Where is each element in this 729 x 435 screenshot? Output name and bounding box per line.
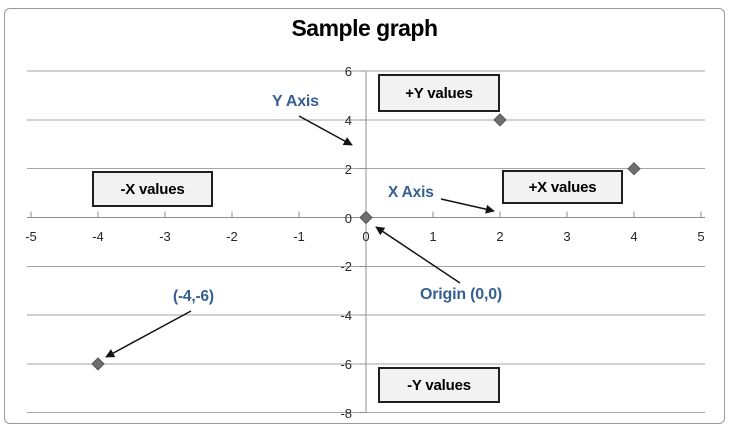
minus-y-values-label-box: -Y values [378,367,500,403]
data-point-marker [359,210,373,225]
x-axis-tick-label: 2 [496,229,504,244]
x-axis-tick-label: 1 [429,229,437,244]
origin-annotation-label: Origin (0,0) [420,286,503,303]
y-axis-annotation-label: Y Axis [272,93,319,110]
y-axis-tick-label: -8 [340,405,352,421]
data-point-marker [91,357,105,371]
x-axis-tick-label: 4 [630,229,638,244]
chart-title: Sample graph [291,15,438,41]
x-axis-annotation-arrow [440,198,495,214]
x-axis-tick-label: 3 [563,229,571,244]
x-axis-tick-label: -3 [159,229,171,244]
y-axis-annotation-arrow [298,115,353,146]
y-axis-tick-label: -6 [340,356,352,372]
chart-outer-border [4,8,725,424]
y-axis-tick-label: 2 [344,161,352,177]
data-point-marker [627,161,641,176]
y-axis-tick-label: 0 [344,210,352,226]
y-axis-tick-label: -4 [340,308,352,324]
y-axis-tick-label: 6 [344,64,352,80]
x-axis-tick-label: -5 [25,229,37,244]
x-axis-tick-label: -4 [92,229,104,244]
x-axis-tick-label: 0 [362,229,370,244]
x-axis-tick-label: -1 [293,229,305,244]
plus-x-values-label-box: +X values [502,170,623,204]
point-annotation-arrow [105,310,192,358]
y-axis-tick-label: -2 [340,259,352,275]
origin-annotation-arrow [375,226,461,284]
x-axis-annotation-label: X Axis [388,184,434,201]
point-annotation-label: (-4,-6) [173,288,214,305]
x-axis-tick-label: 5 [697,229,705,244]
plus-y-values-label-box: +Y values [378,74,500,112]
y-axis-tick-label: 4 [344,112,352,128]
x-axis-tick-label: -2 [226,229,238,244]
minus-x-values-label-box: -X values [92,171,213,207]
data-point-marker [493,113,507,127]
